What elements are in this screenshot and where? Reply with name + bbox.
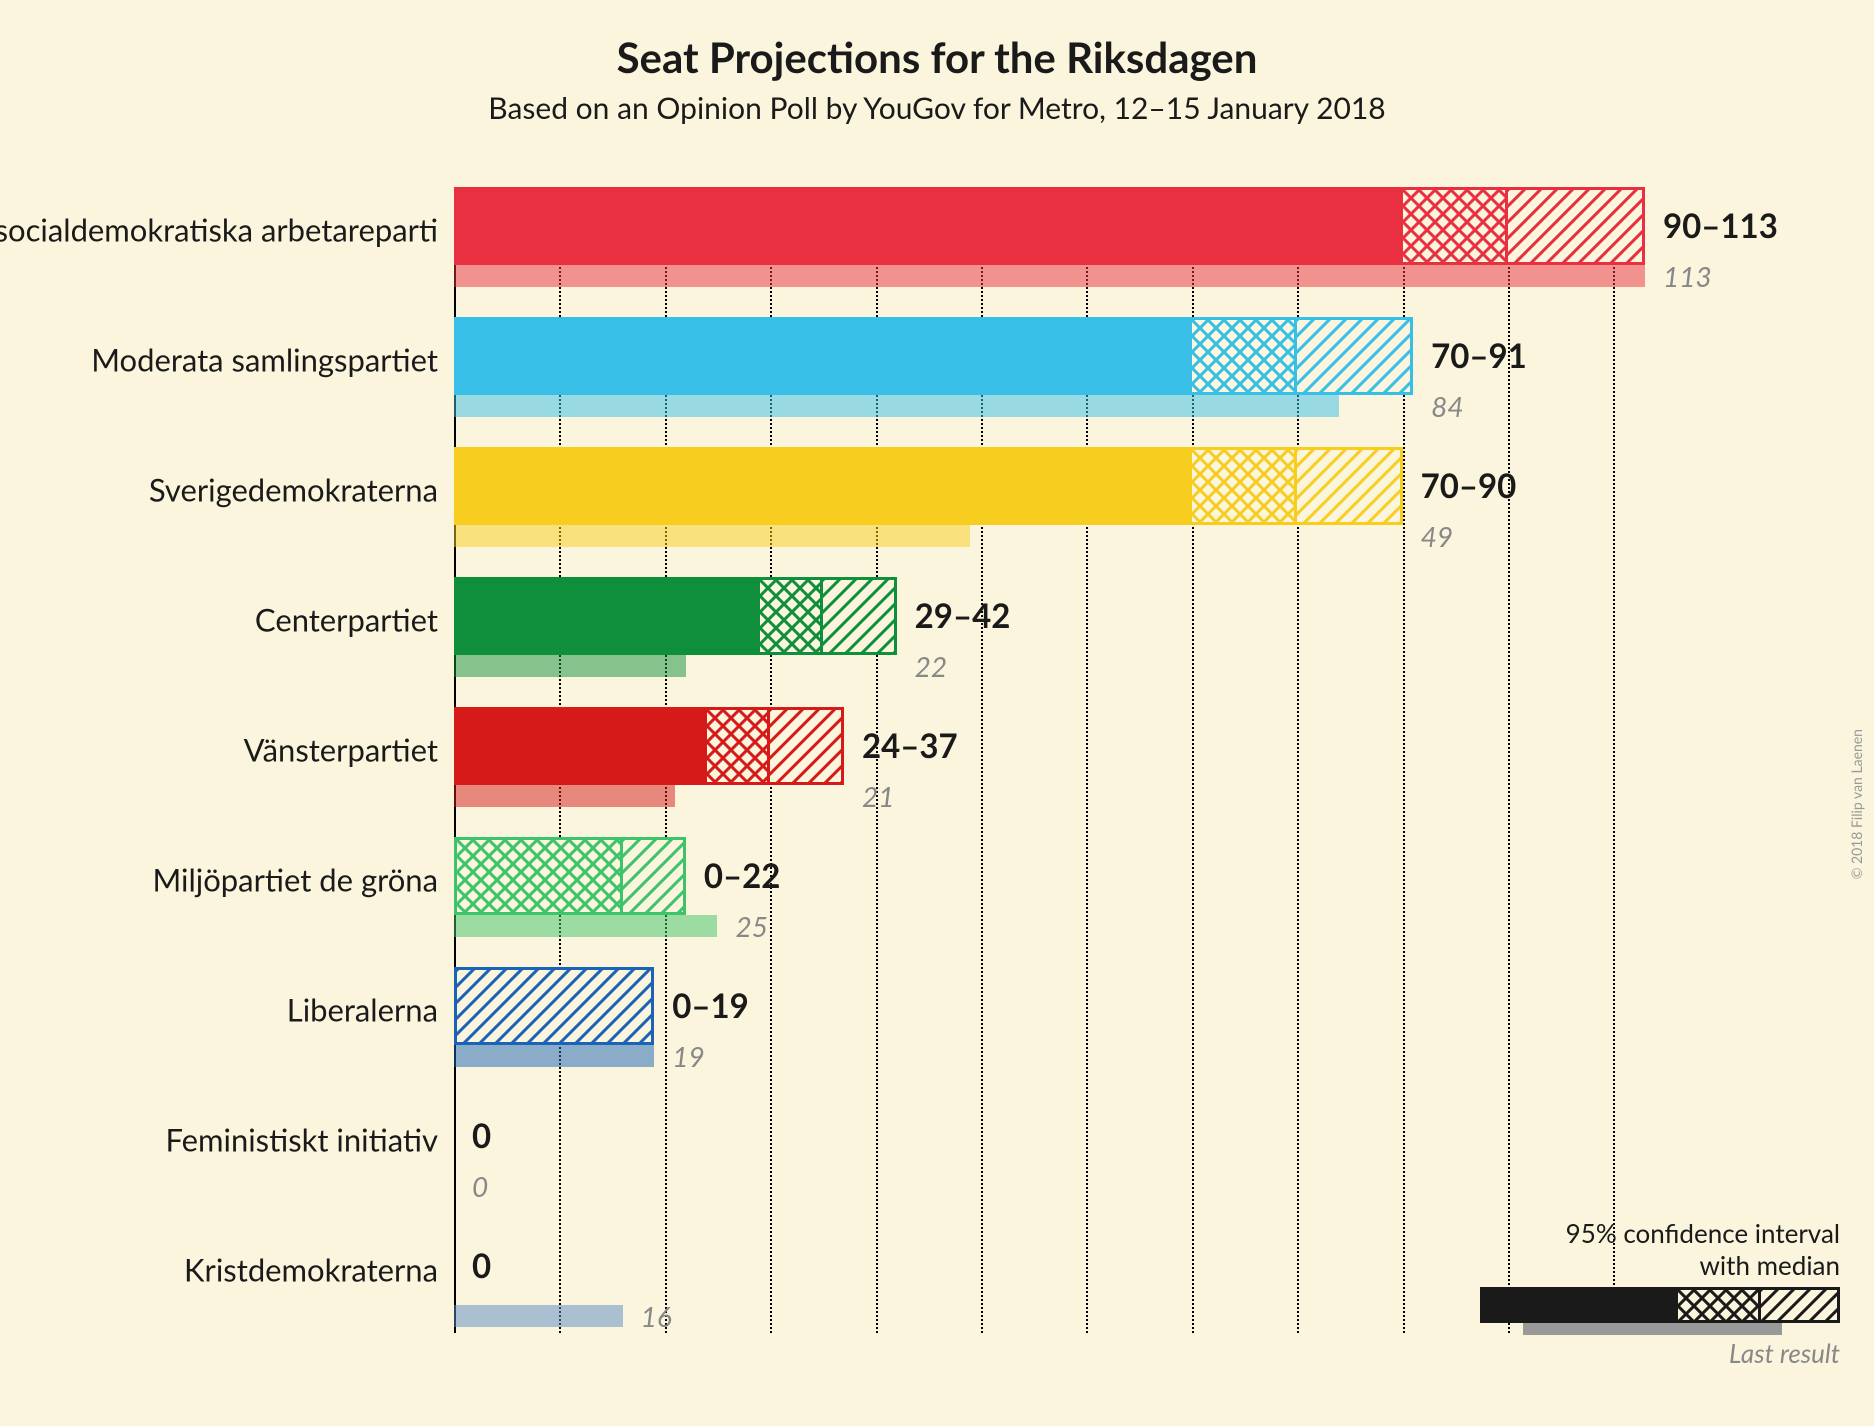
party-label: Sveriges socialdemokratiska arbetarepart…	[0, 210, 438, 248]
party-row: Sverigedemokraterna70–9049	[454, 447, 1874, 547]
party-label: Moderata samlingspartiet	[91, 340, 438, 378]
party-row: Liberalerna0–1919	[454, 967, 1874, 1067]
last-result-label: 25	[735, 909, 767, 943]
ci-bar-diagonal	[823, 577, 897, 655]
ci-bar-diagonal	[1297, 447, 1402, 525]
last-result-label: 19	[672, 1039, 704, 1073]
seat-range-label: 0–19	[672, 986, 749, 1026]
party-label: Liberalerna	[287, 990, 438, 1028]
ci-bar-diagonal	[770, 707, 844, 785]
party-label: Vänsterpartiet	[244, 730, 438, 768]
last-result-label: 22	[915, 649, 947, 683]
last-result-label: 49	[1421, 519, 1453, 553]
legend-title-line1: 95% confidence interval	[1480, 1217, 1840, 1249]
ci-bar-solid	[454, 447, 1192, 525]
seat-range-label: 24–37	[862, 726, 958, 766]
seat-range-label: 70–91	[1431, 336, 1527, 376]
party-label: Kristdemokraterna	[184, 1250, 438, 1288]
last-result-bar	[454, 1045, 654, 1067]
last-result-label: 113	[1663, 259, 1712, 293]
last-result-label: 21	[862, 779, 894, 813]
ci-bar-crosshatch	[1192, 447, 1297, 525]
ci-bar-solid	[454, 187, 1403, 265]
ci-bar-diagonal	[1297, 317, 1413, 395]
legend-sample-bar	[1480, 1287, 1840, 1337]
party-row: Miljöpartiet de gröna0–2225	[454, 837, 1874, 937]
party-label: Feministiskt initiativ	[165, 1120, 438, 1158]
legend-last-result-label: Last result	[1480, 1337, 1840, 1369]
ci-bar-crosshatch	[707, 707, 770, 785]
legend-bar-diagonal	[1761, 1287, 1840, 1323]
last-result-bar	[454, 395, 1339, 417]
seat-range-label: 0	[472, 1246, 491, 1286]
last-result-bar	[454, 525, 970, 547]
party-label: Sverigedemokraterna	[149, 470, 438, 508]
last-result-label: 16	[641, 1299, 672, 1333]
seat-range-label: 70–90	[1421, 466, 1517, 506]
legend-bar-solid	[1480, 1287, 1678, 1323]
seat-range-label: 29–42	[915, 596, 1011, 636]
last-result-bar	[454, 655, 686, 677]
ci-bar-crosshatch	[454, 837, 623, 915]
legend-title-line2: with median	[1480, 1249, 1840, 1281]
party-row: Vänsterpartiet24–3721	[454, 707, 1874, 807]
party-row: Moderata samlingspartiet70–9184	[454, 317, 1874, 417]
last-result-label: 84	[1431, 389, 1463, 423]
legend: 95% confidence interval with median Last…	[1480, 1217, 1840, 1369]
seat-range-label: 90–113	[1663, 206, 1778, 246]
party-label: Miljöpartiet de gröna	[152, 860, 438, 898]
seat-projection-chart: Sveriges socialdemokratiska arbetarepart…	[454, 187, 1874, 1357]
last-result-bar	[454, 265, 1645, 287]
ci-bar-crosshatch	[1192, 317, 1297, 395]
party-label: Centerpartiet	[255, 600, 438, 638]
legend-last-result-bar	[1523, 1323, 1782, 1335]
party-row: Centerpartiet29–4222	[454, 577, 1874, 677]
ci-bar-solid	[454, 317, 1192, 395]
chart-subtitle: Based on an Opinion Poll by YouGov for M…	[0, 90, 1874, 126]
ci-bar-diagonal	[1508, 187, 1645, 265]
seat-range-label: 0	[472, 1116, 491, 1156]
ci-bar-crosshatch	[760, 577, 823, 655]
ci-bar-crosshatch	[1403, 187, 1508, 265]
ci-bar-diagonal	[454, 967, 654, 1045]
chart-title: Seat Projections for the Riksdagen	[0, 32, 1874, 82]
last-result-bar	[454, 785, 675, 807]
last-result-bar	[454, 1305, 623, 1327]
ci-bar-diagonal	[623, 837, 686, 915]
last-result-bar	[454, 915, 717, 937]
ci-bar-solid	[454, 707, 707, 785]
seat-range-label: 0–22	[704, 856, 781, 896]
legend-bar-crosshatch	[1678, 1287, 1761, 1323]
ci-bar-solid	[454, 577, 760, 655]
party-row: Sveriges socialdemokratiska arbetarepart…	[454, 187, 1874, 287]
last-result-label: 0	[472, 1169, 488, 1203]
party-row: Feministiskt initiativ00	[454, 1097, 1874, 1197]
